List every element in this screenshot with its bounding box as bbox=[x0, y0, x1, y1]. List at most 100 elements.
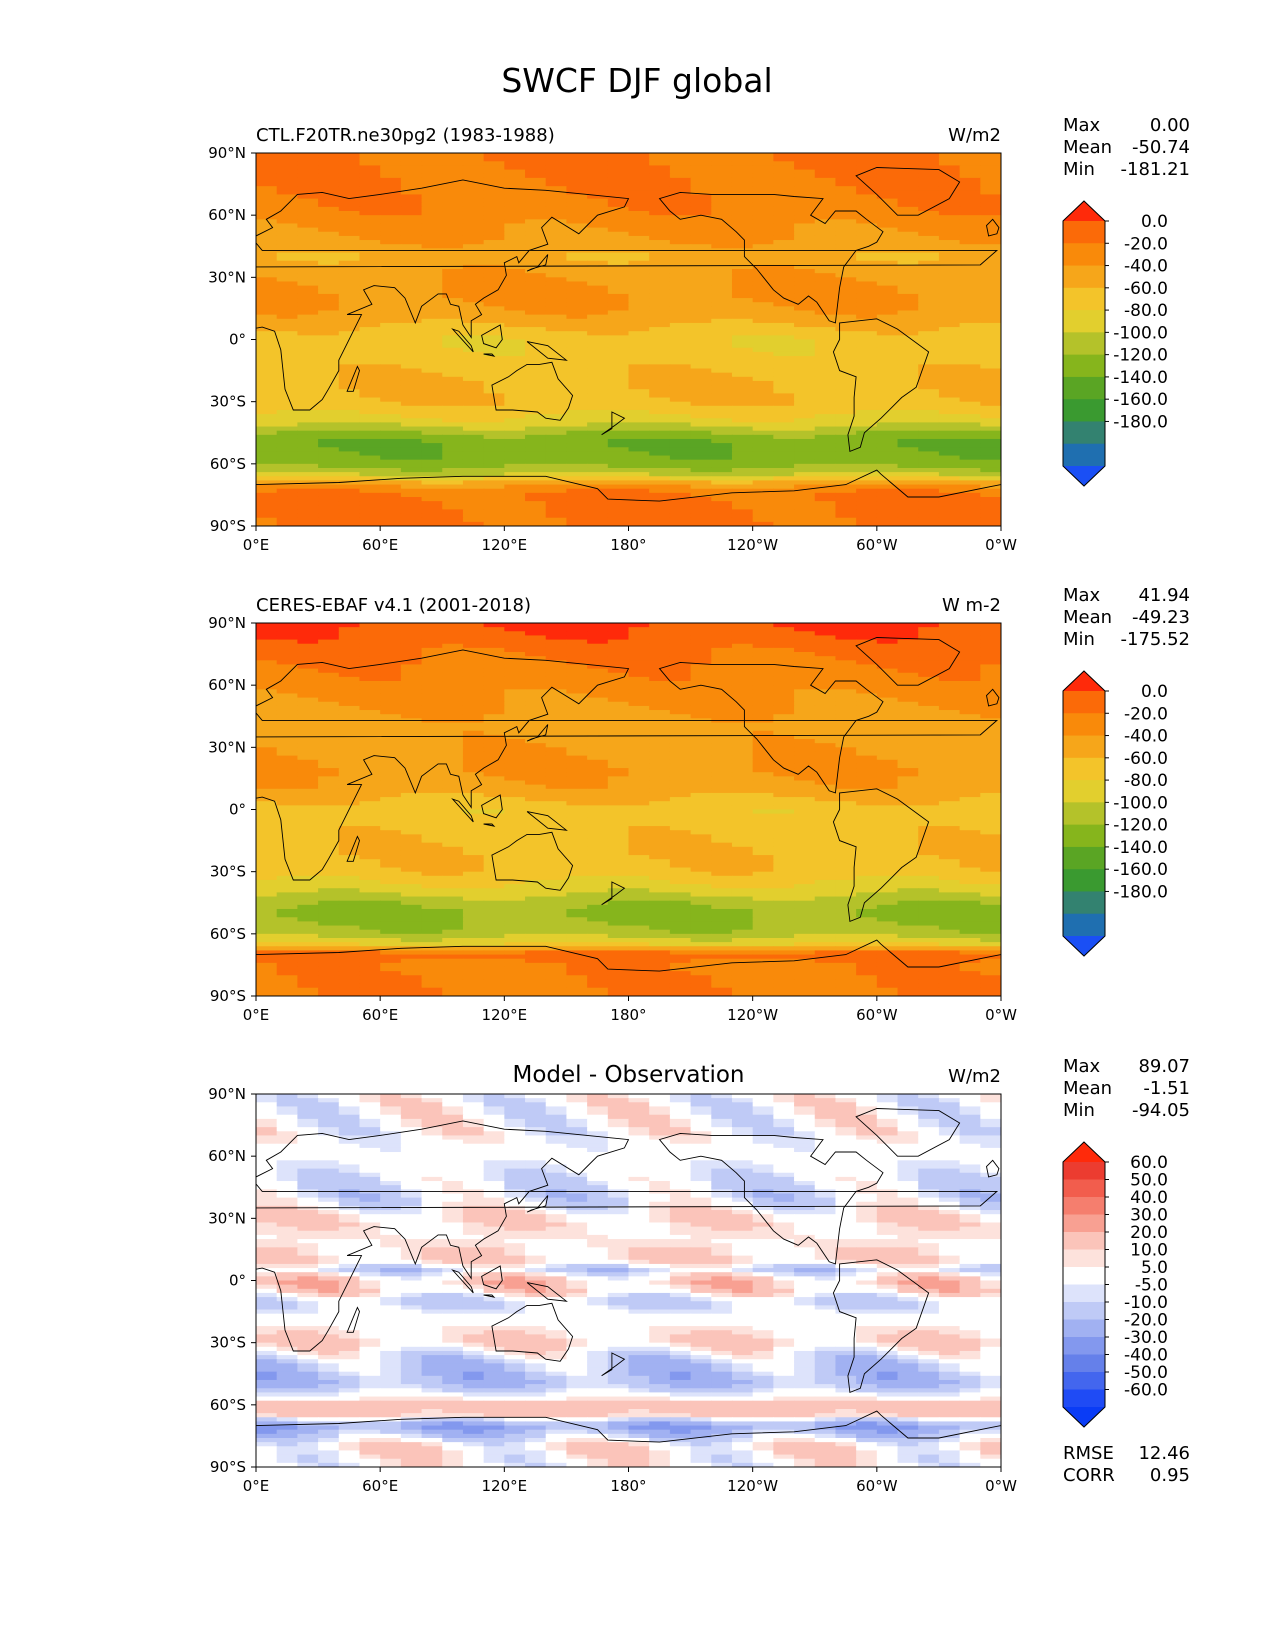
field-cell bbox=[669, 805, 692, 811]
field-cell bbox=[504, 668, 526, 674]
field-cell bbox=[297, 231, 319, 237]
field-cell bbox=[897, 244, 919, 249]
field-cell bbox=[731, 401, 754, 407]
field-cell bbox=[669, 784, 692, 790]
field-cell bbox=[525, 476, 547, 482]
field-cell bbox=[400, 459, 423, 465]
field-cell bbox=[566, 318, 588, 324]
field-cell bbox=[525, 335, 547, 341]
field-cell bbox=[545, 293, 568, 299]
field-cell bbox=[525, 198, 547, 204]
field-cell bbox=[504, 722, 526, 728]
field-cell bbox=[711, 747, 733, 753]
field-cell bbox=[359, 157, 381, 162]
field-cell bbox=[256, 318, 278, 324]
field-cell bbox=[669, 198, 692, 204]
field-cell bbox=[773, 805, 795, 811]
field-cell bbox=[959, 202, 981, 208]
field-cell bbox=[669, 264, 692, 270]
field-cell bbox=[897, 173, 919, 179]
field-cell bbox=[462, 705, 485, 711]
field-cell bbox=[525, 153, 547, 158]
field-cell bbox=[835, 656, 857, 661]
field-cell bbox=[794, 467, 816, 473]
field-cell bbox=[566, 264, 588, 270]
field-cell bbox=[628, 385, 650, 390]
field-cell bbox=[959, 722, 981, 728]
field-cell bbox=[525, 447, 547, 452]
field-cell bbox=[256, 327, 278, 332]
field-cell bbox=[752, 463, 774, 469]
field-cell bbox=[814, 726, 837, 732]
field-cell bbox=[856, 186, 878, 191]
field-cell bbox=[545, 730, 568, 736]
field-cell bbox=[794, 438, 816, 444]
field-cell bbox=[669, 517, 692, 523]
field-cell bbox=[794, 459, 816, 465]
field-cell bbox=[462, 153, 485, 158]
field-cell bbox=[690, 223, 712, 229]
field-cell bbox=[711, 623, 733, 628]
field-cell bbox=[711, 438, 733, 444]
field-cell bbox=[669, 157, 692, 162]
field-cell bbox=[959, 223, 981, 229]
field-cell bbox=[773, 202, 795, 208]
field-cell bbox=[876, 223, 899, 229]
field-cell bbox=[773, 443, 795, 448]
field-cell bbox=[669, 676, 692, 682]
field-cell bbox=[442, 409, 464, 415]
field-cell bbox=[400, 219, 423, 225]
field-cell bbox=[980, 264, 1001, 270]
field-cell bbox=[256, 463, 278, 469]
field-cell bbox=[421, 652, 443, 657]
panel-units: W/m2 bbox=[948, 125, 1001, 146]
field-cell bbox=[814, 273, 837, 278]
field-cell bbox=[814, 701, 837, 707]
field-cell bbox=[297, 660, 319, 666]
field-cell bbox=[856, 418, 878, 423]
field-cell bbox=[959, 194, 981, 200]
field-cell bbox=[504, 289, 526, 295]
field-cell bbox=[876, 285, 899, 291]
field-cell bbox=[587, 426, 609, 432]
field-cell bbox=[276, 447, 298, 452]
field-cell bbox=[483, 335, 505, 341]
field-cell bbox=[338, 743, 361, 748]
field-cell bbox=[628, 672, 650, 678]
field-cell bbox=[649, 405, 671, 411]
field-cell bbox=[276, 776, 298, 782]
field-cell bbox=[276, 467, 298, 473]
field-cell bbox=[711, 182, 733, 187]
field-cell bbox=[856, 219, 878, 225]
field-cell bbox=[462, 463, 485, 469]
field-cell bbox=[359, 639, 381, 645]
field-cell bbox=[690, 260, 712, 266]
field-cell bbox=[649, 281, 671, 287]
field-cell bbox=[462, 643, 485, 649]
field-cell bbox=[607, 385, 630, 390]
field-cell bbox=[731, 472, 754, 477]
field-cell bbox=[794, 801, 816, 806]
field-cell bbox=[794, 397, 816, 403]
field-cell bbox=[897, 231, 919, 237]
field-cell bbox=[649, 227, 671, 233]
field-cell bbox=[338, 314, 361, 320]
field-cell bbox=[545, 198, 568, 204]
field-cell bbox=[794, 285, 816, 291]
field-cell bbox=[400, 668, 423, 674]
field-cell bbox=[400, 414, 423, 419]
field-cell bbox=[628, 401, 650, 407]
field-cell bbox=[897, 463, 919, 469]
field-cell bbox=[711, 198, 733, 204]
field-cell bbox=[359, 418, 381, 423]
field-cell bbox=[918, 722, 940, 728]
field-cell bbox=[876, 231, 899, 237]
field-cell bbox=[525, 169, 547, 175]
field-cell bbox=[690, 318, 712, 324]
field-cell bbox=[400, 755, 423, 761]
field-cell bbox=[938, 747, 961, 753]
field-cell bbox=[483, 685, 505, 690]
field-cell bbox=[794, 177, 816, 183]
field-cell bbox=[731, 273, 754, 278]
field-cell bbox=[938, 623, 961, 628]
